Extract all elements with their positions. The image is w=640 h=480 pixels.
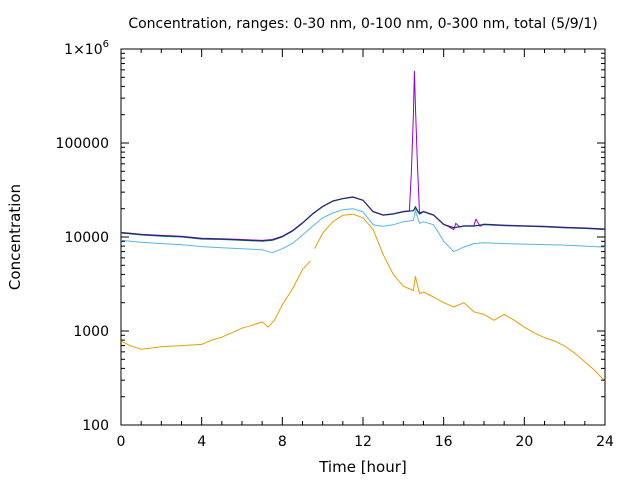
x-tick-label: 12 [354, 434, 372, 450]
series-line-4 [120, 70, 606, 241]
y-tick-label: 100 [82, 418, 109, 434]
x-tick-label: 0 [117, 434, 126, 450]
x-axis-title: Time [hour] [318, 458, 407, 476]
plot-area: 0 4 8 12 16 20 24 100 1000 10000 100000 1×106 [56, 39, 614, 450]
x-tick-label: 20 [515, 434, 533, 450]
y-tick-label: 1×106 [64, 39, 109, 58]
x-tick-label: 8 [278, 434, 287, 450]
y-tick-exponent: 6 [103, 39, 109, 50]
series-line-5 [120, 196, 606, 242]
series-line-1 [120, 213, 606, 382]
x-tick-label: 4 [197, 434, 206, 450]
chart-title: Concentration, ranges: 0-30 nm, 0-100 nm… [128, 16, 597, 32]
x-tick-label: 24 [596, 434, 614, 450]
series-line-3 [120, 196, 606, 242]
y-tick-label: 100000 [56, 136, 109, 152]
series-layer [120, 70, 606, 382]
ticks-layer: 0 4 8 12 16 20 24 100 1000 10000 100000 1×106 [56, 39, 614, 450]
x-tick-label: 16 [435, 434, 453, 450]
y-tick-label: 10000 [64, 230, 109, 246]
y-axis-title: Concentration [6, 184, 24, 290]
y-tick-label: 1000 [73, 324, 109, 340]
series-line-2 [120, 208, 606, 254]
